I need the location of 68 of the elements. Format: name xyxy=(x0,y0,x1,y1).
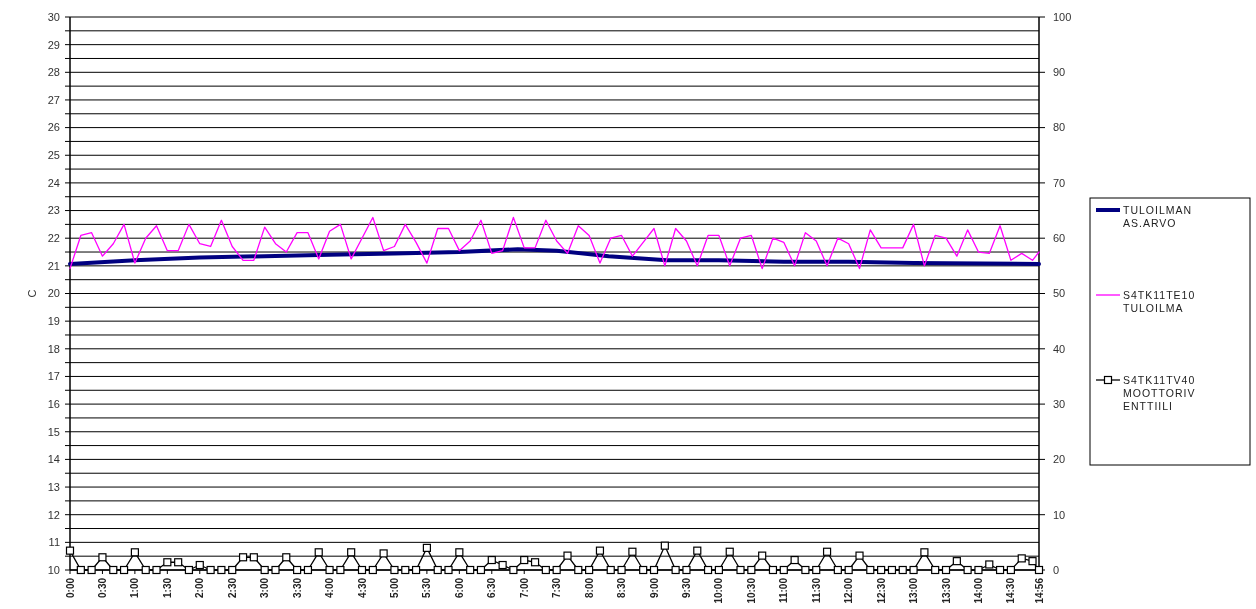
y-tick-label: 16 xyxy=(47,397,60,410)
x-tick-label: 14:00 xyxy=(972,577,984,604)
y-tick-label: 10 xyxy=(47,563,60,576)
x-tick-label: 0:00 xyxy=(64,577,76,599)
x-tick-label: 8:00 xyxy=(583,577,595,599)
x-tick-label: 2:30 xyxy=(226,577,238,599)
y-tick-label: 20 xyxy=(47,287,60,300)
y-tick-label: 27 xyxy=(47,93,60,106)
y-tick-label: 24 xyxy=(47,176,60,189)
y-tick-label: 28 xyxy=(47,66,60,79)
y-tick-label: 14 xyxy=(47,453,60,466)
y-tick-label: 30 xyxy=(47,10,60,23)
y-tick-label: 26 xyxy=(47,121,60,134)
y-tick-label: 18 xyxy=(47,342,60,355)
y-tick-label: 23 xyxy=(47,204,60,217)
x-tick-label: 12:00 xyxy=(843,577,855,604)
x-tick-label: 6:00 xyxy=(453,577,465,599)
y2-tick-label: 50 xyxy=(1053,287,1066,300)
y2-tick-label: 80 xyxy=(1053,121,1066,134)
x-tick-label: 13:30 xyxy=(940,577,952,604)
y-tick-label: 21 xyxy=(47,259,60,272)
x-tick-label: 4:00 xyxy=(324,577,336,599)
x-tick-label: 3:00 xyxy=(259,577,271,599)
x-tick-label: 5:30 xyxy=(421,577,433,599)
y2-tick-label: 40 xyxy=(1053,342,1066,355)
legend-label: TULOILMAN AS.ARVO xyxy=(1123,203,1193,229)
x-tick-label: 9:30 xyxy=(680,577,692,599)
x-tick-label: 9:00 xyxy=(648,577,660,599)
y-tick-label: 13 xyxy=(47,480,60,493)
x-tick-label: 14:30 xyxy=(1005,577,1017,604)
y2-tick-label: 30 xyxy=(1053,397,1066,410)
y2-tick-label: 0 xyxy=(1053,563,1060,576)
y-tick-label: 22 xyxy=(47,232,60,245)
x-tick-label: 11:30 xyxy=(810,577,822,604)
y2-tick-label: 100 xyxy=(1053,10,1072,23)
x-tick-label: 10:30 xyxy=(745,577,757,604)
x-tick-label: 0:30 xyxy=(96,577,108,599)
y2-tick-label: 70 xyxy=(1053,176,1066,189)
x-tick-label: 6:30 xyxy=(486,577,498,599)
y2-tick-label: 90 xyxy=(1053,66,1066,79)
line-series xyxy=(68,247,1041,266)
y-tick-label: 25 xyxy=(47,149,60,162)
x-tick-label: 12:30 xyxy=(875,577,887,604)
x-tick-label: 1:30 xyxy=(161,577,173,599)
x-tick-label: 4:30 xyxy=(356,577,368,599)
x-tick-label: 8:30 xyxy=(616,577,628,599)
x-tick-label: 11:00 xyxy=(778,577,790,604)
y-tick-label: 19 xyxy=(47,315,60,327)
y2-tick-label: 10 xyxy=(1053,508,1066,521)
x-tick-label: 7:00 xyxy=(518,577,530,599)
y-tick-label: 15 xyxy=(47,425,60,438)
x-tick-label: 5:00 xyxy=(388,577,400,599)
legend-label: S4TK11TE10 TULOILMA xyxy=(1123,288,1196,314)
y-tick-label: 11 xyxy=(48,536,60,549)
x-tick-label: 7:30 xyxy=(551,577,563,599)
x-tick-label: 1:00 xyxy=(129,577,141,599)
x-tick-label: 3:30 xyxy=(291,577,303,599)
y-axis-title: C xyxy=(25,289,38,298)
y2-tick-label: 20 xyxy=(1053,453,1066,466)
y-tick-label: 17 xyxy=(47,370,60,383)
x-tick-label: 13:00 xyxy=(908,577,920,604)
legend-label: S4TK11TV40 MOOTTORIVENTTIILI xyxy=(1123,373,1196,412)
y-tick-label: 29 xyxy=(47,38,60,51)
y-tick-label: 12 xyxy=(47,508,60,521)
x-tick-label: 14:56 xyxy=(1033,577,1045,604)
x-tick-label: 2:00 xyxy=(194,577,206,599)
x-tick-label: 10:00 xyxy=(713,577,725,604)
y2-tick-label: 60 xyxy=(1053,232,1066,245)
